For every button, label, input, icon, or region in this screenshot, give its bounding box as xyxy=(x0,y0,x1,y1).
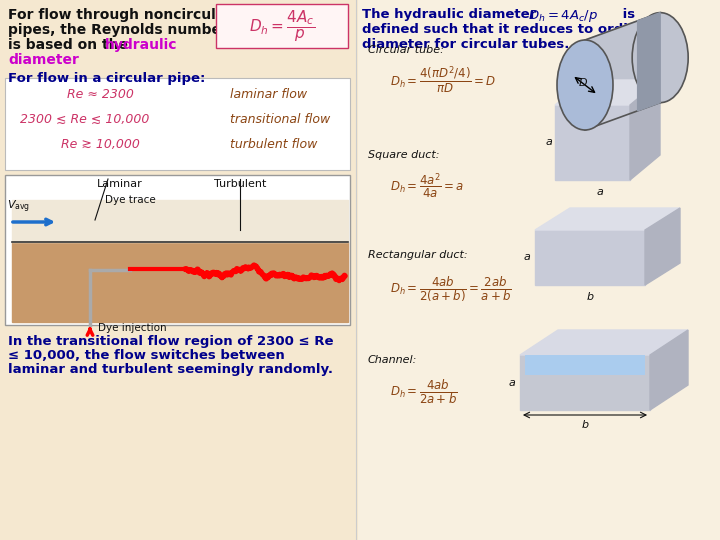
Polygon shape xyxy=(520,330,688,355)
Text: defined such that it reduces to ordinary: defined such that it reduces to ordinary xyxy=(362,23,662,36)
Text: $D_h = \dfrac{4(\pi D^2/4)}{\pi D} = D$: $D_h = \dfrac{4(\pi D^2/4)}{\pi D} = D$ xyxy=(390,65,496,96)
Polygon shape xyxy=(650,330,688,410)
Text: Rectangular duct:: Rectangular duct: xyxy=(368,250,467,260)
Text: $D_h = \dfrac{4ab}{2a+b}$: $D_h = \dfrac{4ab}{2a+b}$ xyxy=(390,378,458,406)
Ellipse shape xyxy=(557,40,613,130)
Text: For flow in a circular pipe:: For flow in a circular pipe: xyxy=(8,72,205,85)
Text: is based on the: is based on the xyxy=(8,38,133,52)
Polygon shape xyxy=(535,208,680,230)
FancyBboxPatch shape xyxy=(358,0,720,540)
Text: transitional flow: transitional flow xyxy=(230,113,330,126)
Polygon shape xyxy=(12,242,348,322)
Polygon shape xyxy=(645,208,680,285)
FancyBboxPatch shape xyxy=(216,4,348,48)
Text: a: a xyxy=(508,377,515,388)
Text: 2300 ≲ Re ≲ 10,000: 2300 ≲ Re ≲ 10,000 xyxy=(20,113,150,126)
Text: laminar and turbulent seemingly randomly.: laminar and turbulent seemingly randomly… xyxy=(8,363,333,376)
Ellipse shape xyxy=(632,12,688,103)
Text: The hydraulic diameter: The hydraulic diameter xyxy=(362,8,541,21)
Polygon shape xyxy=(585,12,660,130)
Text: a: a xyxy=(545,137,552,147)
Polygon shape xyxy=(535,230,645,285)
Polygon shape xyxy=(525,355,645,375)
Text: ≤ 10,000, the flow switches between: ≤ 10,000, the flow switches between xyxy=(8,349,284,362)
Text: diameter: diameter xyxy=(8,53,79,67)
Text: $D_h = \dfrac{4A_c}{p}$: $D_h = \dfrac{4A_c}{p}$ xyxy=(249,8,315,44)
Text: Dye trace: Dye trace xyxy=(105,195,156,205)
Polygon shape xyxy=(520,355,650,410)
Polygon shape xyxy=(638,12,660,111)
Text: Turbulent: Turbulent xyxy=(214,179,266,189)
Polygon shape xyxy=(630,80,660,180)
Text: $D_h = \dfrac{4ab}{2(a+b)} = \dfrac{2ab}{a+b}$: $D_h = \dfrac{4ab}{2(a+b)} = \dfrac{2ab}… xyxy=(390,275,512,303)
Polygon shape xyxy=(12,200,348,242)
Text: is: is xyxy=(618,8,635,21)
Text: laminar flow: laminar flow xyxy=(230,88,307,101)
Text: Circular tube:: Circular tube: xyxy=(368,45,444,55)
Polygon shape xyxy=(555,105,630,180)
FancyBboxPatch shape xyxy=(5,78,350,170)
Text: Laminar: Laminar xyxy=(97,179,143,189)
Text: $D_h = 4A_c/p$: $D_h = 4A_c/p$ xyxy=(528,8,598,24)
Text: Dye injection: Dye injection xyxy=(98,323,166,333)
Text: For flow through noncircular: For flow through noncircular xyxy=(8,8,232,22)
Text: $D_h = \dfrac{4a^2}{4a} = a$: $D_h = \dfrac{4a^2}{4a} = a$ xyxy=(390,172,464,201)
Text: diameter for circular tubes.: diameter for circular tubes. xyxy=(362,38,570,51)
Text: Re ≈ 2300: Re ≈ 2300 xyxy=(66,88,133,101)
FancyBboxPatch shape xyxy=(5,175,350,325)
Text: D: D xyxy=(579,78,588,88)
Text: turbulent flow: turbulent flow xyxy=(230,138,318,151)
Text: In the transitional flow region of 2300 ≤ Re: In the transitional flow region of 2300 … xyxy=(8,335,333,348)
Text: hydraulic: hydraulic xyxy=(105,38,178,52)
Text: b: b xyxy=(586,292,593,302)
Polygon shape xyxy=(555,80,660,105)
Text: Re ≳ 10,000: Re ≳ 10,000 xyxy=(60,138,140,151)
Text: Channel:: Channel: xyxy=(368,355,418,365)
Text: b: b xyxy=(582,420,588,430)
Text: a: a xyxy=(597,187,603,197)
Text: $V_\mathrm{avg}$: $V_\mathrm{avg}$ xyxy=(7,199,30,215)
Text: pipes, the Reynolds number: pipes, the Reynolds number xyxy=(8,23,228,37)
Text: a: a xyxy=(523,252,530,262)
Text: Square duct:: Square duct: xyxy=(368,150,439,160)
